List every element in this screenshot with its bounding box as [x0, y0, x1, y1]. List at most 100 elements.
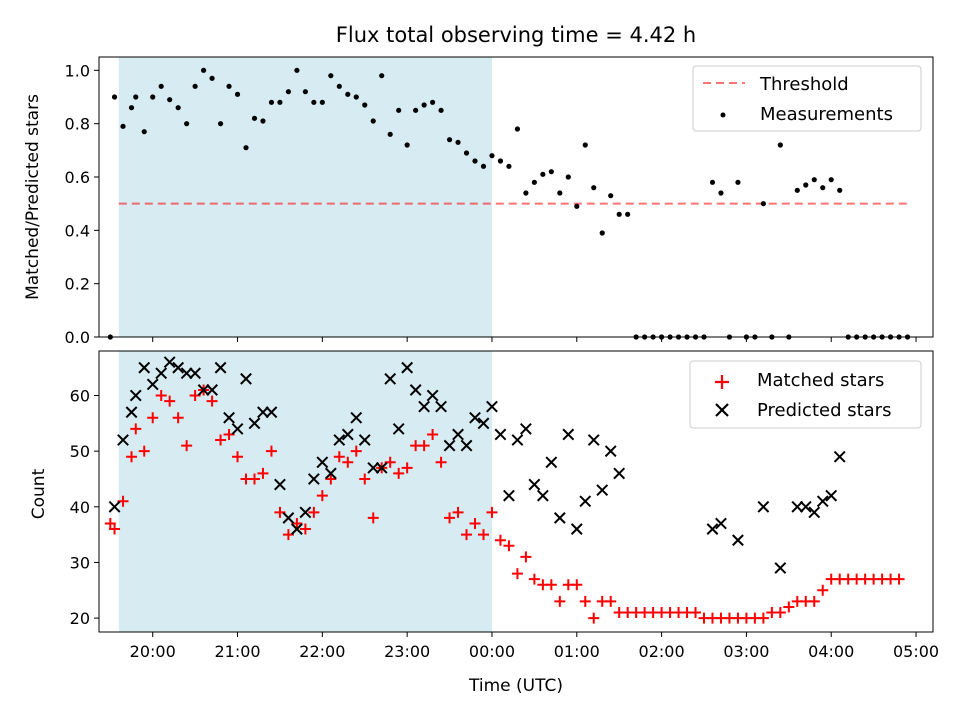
measurement-point [217, 121, 224, 127]
measurement-point [523, 190, 529, 196]
measurement-point [209, 75, 215, 81]
predicted-star-point [163, 356, 176, 369]
measurement-point [446, 137, 453, 143]
matched-star-point [265, 445, 277, 457]
x-tick-label: 05:00 [893, 642, 939, 661]
matched-star-point [545, 579, 557, 591]
matched-star-point [206, 395, 218, 407]
predicted-star-point [172, 361, 185, 374]
measurement-point [735, 179, 741, 185]
matched-star-point [138, 445, 150, 457]
predicted-star-point [596, 484, 609, 497]
measurement-point [557, 190, 563, 196]
x-tick-label: 02:00 [639, 642, 685, 661]
measurement-point [608, 193, 614, 199]
chart-title: Flux total observing time = 4.42 h [336, 23, 696, 47]
matched-star-point [155, 390, 167, 402]
measurement-point [616, 211, 622, 217]
predicted-star-point [833, 450, 846, 463]
y-tick-label: 0.6 [65, 168, 90, 187]
top-x-ticks [152, 337, 917, 342]
predicted-star-point [324, 467, 337, 480]
legend-predicted-label: Predicted stars [757, 400, 891, 421]
legend-threshold-label: Threshold [759, 74, 849, 95]
predicted-star-point [214, 361, 227, 374]
predicted-star-point [469, 411, 481, 424]
measurement-point [463, 150, 470, 156]
predicted-star-point [545, 456, 558, 469]
predicted-star-point [129, 389, 142, 402]
matched-star-point [325, 473, 337, 485]
matched-star-point [511, 568, 523, 580]
matched-star-point [401, 462, 413, 474]
measurement-point [430, 99, 436, 105]
matched-star-point [164, 395, 176, 407]
predicted-star-point [562, 428, 575, 441]
matched-star-point [215, 434, 227, 446]
measurement-point [837, 187, 843, 193]
matched-star-point [486, 506, 498, 518]
measurement-point [455, 139, 461, 145]
predicted-star-point [384, 372, 397, 385]
measurement-point [175, 105, 181, 111]
matched-star-point [248, 473, 260, 485]
predicted-star-point [117, 434, 129, 446]
measurement-point [362, 102, 368, 108]
predicted-star-point [774, 562, 787, 574]
measurement-point [319, 99, 325, 105]
measurement-point [489, 153, 495, 159]
y-tick-label: 30 [70, 553, 90, 572]
bottom-axes-frame [98, 350, 934, 633]
predicted-star-point [443, 439, 456, 452]
measurement-point [379, 73, 385, 79]
bottom-legend-box [689, 360, 922, 429]
top-y-axis-label: Matched/Predicted stars [23, 94, 43, 300]
predicted-star-point [257, 406, 269, 419]
measurement-point [574, 203, 580, 209]
measurement-point [370, 118, 376, 124]
predicted-star-point [732, 534, 744, 547]
matched-star-point [554, 595, 566, 607]
matched-star-point [393, 467, 405, 479]
measurement-point [268, 99, 275, 105]
measurement-point [497, 158, 504, 164]
measurement-point [285, 89, 292, 95]
matched-star-point [605, 595, 617, 607]
matched-star-point [427, 428, 439, 440]
matched-star-point [172, 412, 184, 424]
matched-star-point [757, 612, 769, 624]
y-tick-label: 0.2 [65, 275, 90, 294]
predicted-star-point [613, 467, 626, 480]
matched-star-point [528, 573, 540, 585]
predicted-star-point [223, 411, 235, 424]
y-tick-label: 50 [70, 442, 90, 461]
measurement-point [353, 94, 359, 100]
bottom-legend: Matched stars Predicted stars [689, 360, 922, 429]
predicted-star-point [477, 417, 490, 430]
predicted-star-point [240, 372, 252, 385]
matched-star-point [817, 584, 829, 596]
predicted-star-point [503, 489, 515, 502]
predicted-star-point [486, 400, 498, 413]
measurement-point [803, 182, 809, 188]
matched-star-point [232, 451, 244, 463]
measurement-point [226, 83, 232, 89]
measurement-point [201, 67, 207, 73]
matched-star-point [109, 523, 121, 535]
predicted-star-point [791, 500, 804, 513]
predicted-star-point [180, 367, 193, 380]
measurement-point [336, 83, 342, 89]
bottom-x-ticks: 20:00 21:00 22:00 23:00 00:00 01:00 02:00 03:00… [130, 632, 939, 661]
measurement-point [421, 102, 427, 108]
bottom-panel: 20 30 40 50 60 20:00 21:00 22:00 23:00 00:00 01:0… [29, 350, 939, 696]
predicted-star-point [570, 523, 583, 535]
y-tick-label: 20 [70, 609, 90, 628]
predicted-star-point [146, 378, 159, 391]
legend-matched-label: Matched stars [757, 370, 884, 391]
matched-star-point [579, 595, 591, 607]
predicted-star-point [375, 461, 388, 474]
measurement-point [472, 158, 478, 164]
measurement-point [251, 115, 258, 121]
matched-star-point [452, 506, 464, 518]
